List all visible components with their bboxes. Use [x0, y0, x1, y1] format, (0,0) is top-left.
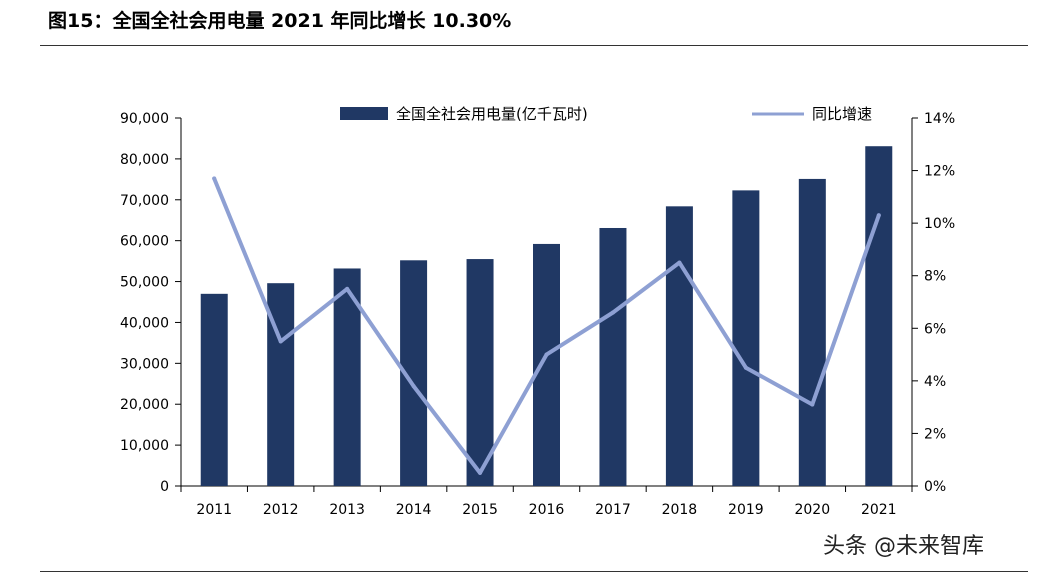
bar	[599, 227, 627, 487]
line-series	[212, 176, 881, 475]
left-axis-tick-label: 50,000	[120, 275, 169, 291]
right-axis-tick-label: 6%	[924, 321, 946, 337]
bar	[200, 293, 228, 486]
legend: 全国全社会用电量(亿千瓦时) 同比增速	[340, 105, 872, 123]
x-axis-tick-label: 2018	[662, 502, 698, 518]
x-axis-tick-label: 2012	[263, 502, 299, 518]
line-point	[278, 339, 283, 344]
x-axis-tick-label: 2019	[728, 502, 764, 518]
line-point	[212, 176, 217, 181]
bar	[665, 206, 693, 486]
right-axis-tick-label: 12%	[924, 164, 955, 180]
line-point	[544, 352, 549, 357]
right-axis-tick-label: 8%	[924, 269, 946, 285]
right-axis-tick-label: 0%	[924, 479, 946, 495]
x-axis-tick-label: 2016	[529, 502, 565, 518]
bottom-rule	[40, 571, 1028, 572]
legend-label-bar: 全国全社会用电量(亿千瓦时)	[396, 105, 588, 123]
legend-swatch-bar	[340, 107, 388, 120]
left-axis-tick-label: 60,000	[120, 234, 169, 250]
line-point	[810, 402, 815, 407]
line-point	[345, 286, 350, 291]
x-axis: 2011 2012 2013 2014 2015 2016 2017 2018 2019 2020…	[180, 485, 913, 518]
left-axis-tick-label: 90,000	[120, 111, 169, 127]
left-axis-tick-label: 0	[160, 479, 169, 495]
x-axis-tick-label: 2017	[595, 502, 631, 518]
bar	[798, 178, 826, 486]
left-axis-tick-label: 80,000	[120, 152, 169, 168]
bar	[732, 190, 760, 486]
top-rule	[40, 45, 1028, 46]
x-axis-tick-label: 2013	[329, 502, 365, 518]
bar-series	[200, 146, 893, 487]
left-axis-tick-label: 30,000	[120, 356, 169, 372]
bar	[865, 146, 893, 487]
line-point	[478, 470, 483, 475]
bar	[533, 243, 560, 486]
x-axis-tick-label: 2014	[396, 502, 432, 518]
line-point	[610, 310, 615, 315]
line-point	[411, 384, 416, 389]
left-axis-tick-label: 10,000	[120, 438, 169, 454]
bar	[466, 259, 494, 486]
left-axis: 0 10,000 20,000 30,000 40,000 50,000 60,000 70,…	[120, 111, 182, 495]
line-point	[876, 213, 881, 218]
watermark: 头条 @未来智库	[823, 534, 984, 559]
left-axis-tick-label: 20,000	[120, 397, 169, 413]
line-point	[677, 260, 682, 265]
x-axis-tick-label: 2020	[794, 502, 830, 518]
left-axis-tick-label: 40,000	[120, 315, 169, 331]
left-axis-tick-label: 70,000	[120, 193, 169, 209]
right-axis-tick-label: 14%	[924, 111, 955, 127]
x-axis-tick-label: 2021	[861, 502, 897, 518]
figure-title: 图15：全国全社会用电量 2021 年同比增长 10.30%	[48, 10, 512, 32]
line-point	[743, 365, 748, 370]
x-axis-tick-label: 2011	[196, 502, 232, 518]
right-axis-tick-label: 4%	[924, 374, 946, 390]
right-axis-tick-label: 2%	[924, 426, 946, 442]
right-axis: 0% 2% 4% 6% 8% 10% 12% 14%	[911, 111, 955, 495]
right-axis-tick-label: 10%	[924, 216, 955, 232]
x-axis-tick-label: 2015	[462, 502, 498, 518]
legend-label-line: 同比增速	[812, 105, 872, 123]
